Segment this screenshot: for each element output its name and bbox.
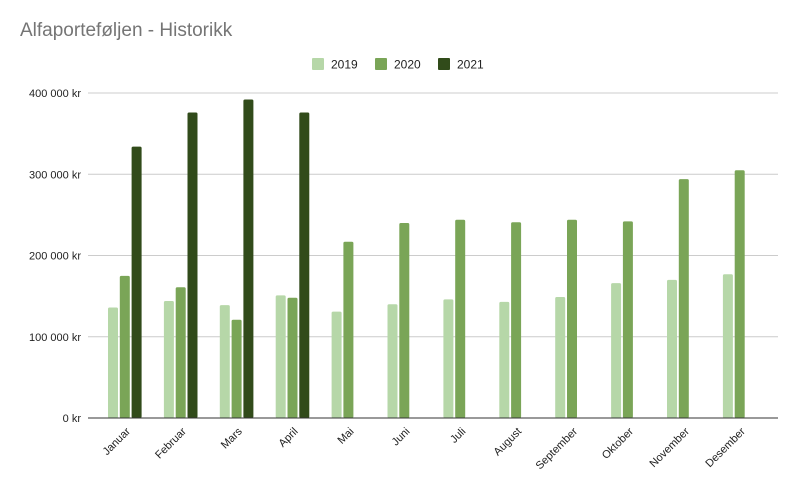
legend-label: 2020 xyxy=(394,58,421,72)
bar-2019-oktober xyxy=(611,283,622,418)
legend-swatch xyxy=(375,58,387,70)
x-tick-label: April xyxy=(277,426,301,450)
bar-2020-juni xyxy=(399,223,410,418)
bar-2020-august xyxy=(511,222,522,418)
bar-2019-februar xyxy=(163,301,174,418)
bar-2020-november xyxy=(678,179,689,418)
x-tick-label: September xyxy=(534,425,581,472)
legend-label: 2021 xyxy=(457,58,484,72)
x-axis-tick-labels: Januar Februar Mars April Mai Juni Juli August S… xyxy=(101,425,748,472)
bar-2019-august xyxy=(499,301,510,418)
bar-2020-januar xyxy=(119,275,130,418)
bar-2020-juli xyxy=(455,219,466,418)
x-tick-label: Februar xyxy=(153,425,189,461)
bar-2020-desember xyxy=(734,170,745,418)
x-tick-label: Desember xyxy=(703,425,748,470)
x-tick-label: Mars xyxy=(219,425,245,451)
y-axis-tick-labels: 0 kr 100 000 kr 200 000 kr 300 000 kr 400 00… xyxy=(29,88,81,425)
x-tick-label: Juni xyxy=(390,426,413,449)
legend-item-2021: 2021 xyxy=(438,58,484,72)
bar-2020-oktober xyxy=(622,221,633,418)
y-tick-label: 300 000 kr xyxy=(29,169,81,181)
y-tick-label: 200 000 kr xyxy=(29,251,81,263)
bar-2019-september xyxy=(555,296,566,418)
x-tick-label: November xyxy=(648,425,693,470)
bar-2021-januar xyxy=(131,146,142,418)
legend: 2019 2020 2021 xyxy=(312,58,484,72)
bar-2020-april xyxy=(287,297,298,418)
bar-2021-april xyxy=(299,112,310,418)
legend-swatch xyxy=(438,58,450,70)
x-tick-label: Juli xyxy=(448,426,468,446)
chart-title: Alfaporteføljen - Historikk xyxy=(20,20,233,41)
x-tick-label: Mai xyxy=(335,426,356,447)
bar-2019-juni xyxy=(387,304,398,418)
legend-swatch xyxy=(312,58,324,70)
legend-item-2020: 2020 xyxy=(375,58,421,72)
bar-2019-juli xyxy=(443,299,454,418)
bar-2019-mai xyxy=(331,311,342,418)
x-tick-label: Oktober xyxy=(600,425,636,461)
gridlines xyxy=(88,92,778,338)
bar-2020-mai xyxy=(343,241,354,418)
bar-2021-mars xyxy=(243,99,254,418)
y-tick-label: 0 kr xyxy=(63,413,82,425)
legend-label: 2019 xyxy=(331,58,358,72)
bar-2019-april xyxy=(275,295,286,418)
legend-item-2019: 2019 xyxy=(312,58,358,72)
x-tick-label: Januar xyxy=(101,425,134,458)
bar-2019-desember xyxy=(722,274,733,418)
y-tick-label: 100 000 kr xyxy=(29,332,81,344)
bars xyxy=(108,99,745,418)
bar-2020-mars xyxy=(231,319,242,418)
y-tick-label: 400 000 kr xyxy=(29,88,81,100)
bar-2020-september xyxy=(567,219,577,418)
bar-2019-november xyxy=(667,279,677,418)
bar-2020-februar xyxy=(175,287,186,418)
bar-2021-februar xyxy=(187,112,198,418)
x-tick-label: August xyxy=(492,426,525,459)
bar-2019-mars xyxy=(219,305,230,418)
bar-2019-januar xyxy=(108,307,118,418)
